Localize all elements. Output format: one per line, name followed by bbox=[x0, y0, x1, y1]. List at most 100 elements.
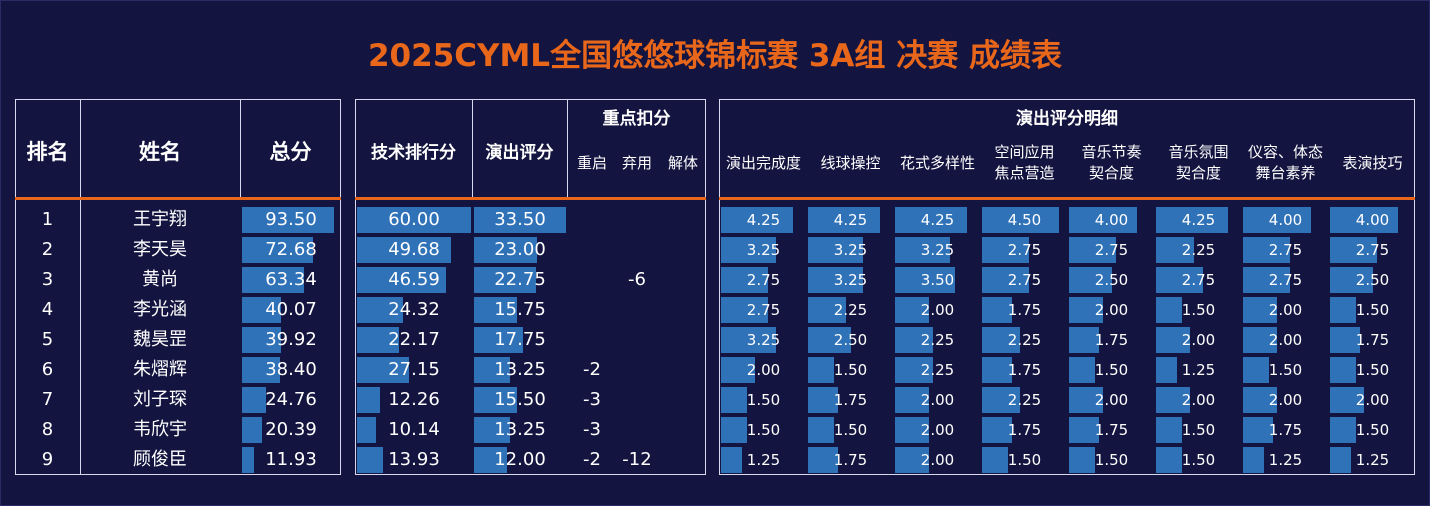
detail-0-bar bbox=[721, 387, 747, 413]
detail-2-value: 4.25 bbox=[920, 211, 955, 229]
shared-disassemble-deduction: -6 bbox=[628, 269, 646, 290]
detail-1-bar bbox=[808, 447, 838, 473]
header-detail-line: 表演技巧 bbox=[1342, 154, 1403, 172]
header-divider bbox=[15, 197, 341, 200]
detail-3-bar bbox=[982, 447, 1008, 473]
perf-bar bbox=[474, 417, 511, 443]
detail-4-value: 1.75 bbox=[1094, 331, 1129, 349]
detail-0-value: 1.25 bbox=[746, 451, 781, 469]
detail-5-value: 1.50 bbox=[1181, 421, 1216, 439]
detail-5-bar bbox=[1156, 447, 1182, 473]
detail-4-value: 2.00 bbox=[1094, 301, 1129, 319]
detail-7-value: 1.75 bbox=[1355, 331, 1390, 349]
detail-3-bar bbox=[982, 207, 1059, 233]
detail-7-bar bbox=[1330, 357, 1356, 383]
detail-3-value: 2.75 bbox=[1007, 271, 1042, 289]
header-detail-group: 演出评分明细 bbox=[1016, 109, 1118, 129]
detail-2-bar bbox=[895, 297, 929, 323]
header-detail-0: 演出完成度 bbox=[720, 153, 807, 174]
tech-bar bbox=[357, 207, 471, 233]
detail-0-value: 3.25 bbox=[746, 331, 781, 349]
detail-0-bar bbox=[721, 327, 777, 353]
total-bar bbox=[242, 357, 280, 383]
detail-0-value: 3.25 bbox=[746, 241, 781, 259]
name-cell: 李光涵 bbox=[133, 299, 187, 320]
detail-5-bar bbox=[1156, 417, 1182, 443]
header-detail-line: 演出完成度 bbox=[725, 154, 801, 172]
header-deduction-group: 重点扣分 bbox=[602, 109, 671, 129]
detail-2-bar bbox=[895, 237, 951, 263]
detail-2-value: 2.25 bbox=[920, 331, 955, 349]
header-detail-line: 舞台素养 bbox=[1255, 164, 1316, 182]
restart-deduction: -3 bbox=[583, 419, 601, 440]
detail-2-value: 2.00 bbox=[920, 391, 955, 409]
total-bar bbox=[242, 417, 262, 443]
header-detail-line: 花式多样性 bbox=[899, 154, 975, 172]
tech-value: 27.15 bbox=[388, 359, 440, 380]
detail-5-bar bbox=[1156, 387, 1190, 413]
detail-5-value: 1.25 bbox=[1181, 361, 1216, 379]
detail-4-value: 4.00 bbox=[1094, 211, 1129, 229]
header-detail-line: 契合度 bbox=[1088, 164, 1134, 182]
abandon-deduction: -12 bbox=[622, 449, 652, 470]
total-value: 38.40 bbox=[265, 359, 317, 380]
detail-1-bar bbox=[808, 387, 838, 413]
detail-0-value: 4.25 bbox=[746, 211, 781, 229]
detail-4-bar bbox=[1069, 327, 1099, 353]
header-detail-1: 线球操控 bbox=[807, 153, 894, 174]
detail-1-bar bbox=[808, 207, 881, 233]
total-bar bbox=[242, 327, 282, 353]
panel-details bbox=[719, 99, 1415, 475]
detail-3-bar bbox=[982, 237, 1029, 263]
perf-bar bbox=[474, 207, 566, 233]
tech-value: 24.32 bbox=[388, 299, 440, 320]
detail-4-value: 2.50 bbox=[1094, 271, 1129, 289]
tech-bar bbox=[357, 327, 400, 353]
name-cell: 韦欣宇 bbox=[133, 419, 187, 440]
detail-3-value: 1.75 bbox=[1007, 361, 1042, 379]
detail-1-bar bbox=[808, 237, 864, 263]
detail-1-bar bbox=[808, 297, 847, 323]
detail-4-bar bbox=[1069, 267, 1112, 293]
detail-4-value: 1.50 bbox=[1094, 451, 1129, 469]
perf-value: 12.00 bbox=[494, 449, 546, 470]
perf-value: 17.75 bbox=[494, 329, 546, 350]
detail-0-bar bbox=[721, 207, 794, 233]
detail-4-bar bbox=[1069, 297, 1103, 323]
detail-6-bar bbox=[1243, 297, 1277, 323]
detail-3-value: 2.25 bbox=[1007, 391, 1042, 409]
detail-0-bar bbox=[721, 297, 768, 323]
detail-4-value: 1.75 bbox=[1094, 421, 1129, 439]
total-bar bbox=[242, 297, 282, 323]
total-value: 20.39 bbox=[265, 419, 317, 440]
rank-cell: 2 bbox=[41, 239, 54, 260]
tech-bar bbox=[357, 417, 377, 443]
total-value: 72.68 bbox=[265, 239, 317, 260]
total-bar bbox=[242, 267, 305, 293]
tech-value: 60.00 bbox=[388, 209, 440, 230]
detail-3-bar bbox=[982, 357, 1012, 383]
panel-basic bbox=[15, 99, 341, 475]
detail-2-bar bbox=[895, 267, 955, 293]
name-cell: 黄尚 bbox=[142, 269, 178, 290]
header-rank: 排名 bbox=[26, 140, 69, 164]
detail-6-bar bbox=[1243, 357, 1269, 383]
name-cell: 顾俊臣 bbox=[133, 449, 187, 470]
tech-bar bbox=[357, 237, 452, 263]
detail-5-bar bbox=[1156, 297, 1182, 323]
detail-2-value: 2.00 bbox=[920, 451, 955, 469]
header-detail-5: 音乐氛围 契合度 bbox=[1155, 142, 1242, 184]
perf-bar bbox=[474, 387, 517, 413]
header-divider bbox=[355, 197, 706, 200]
detail-3-value: 1.50 bbox=[1007, 451, 1042, 469]
header-detail-line: 音乐节奏 bbox=[1081, 143, 1142, 161]
detail-2-bar bbox=[895, 417, 929, 443]
detail-1-bar bbox=[808, 327, 851, 353]
detail-5-value: 1.50 bbox=[1181, 451, 1216, 469]
detail-6-value: 2.75 bbox=[1268, 271, 1303, 289]
detail-0-value: 1.50 bbox=[746, 391, 781, 409]
detail-6-value: 2.75 bbox=[1268, 241, 1303, 259]
divider bbox=[240, 99, 241, 199]
restart-deduction: -2 bbox=[583, 359, 601, 380]
header-detail-2: 花式多样性 bbox=[894, 153, 981, 174]
